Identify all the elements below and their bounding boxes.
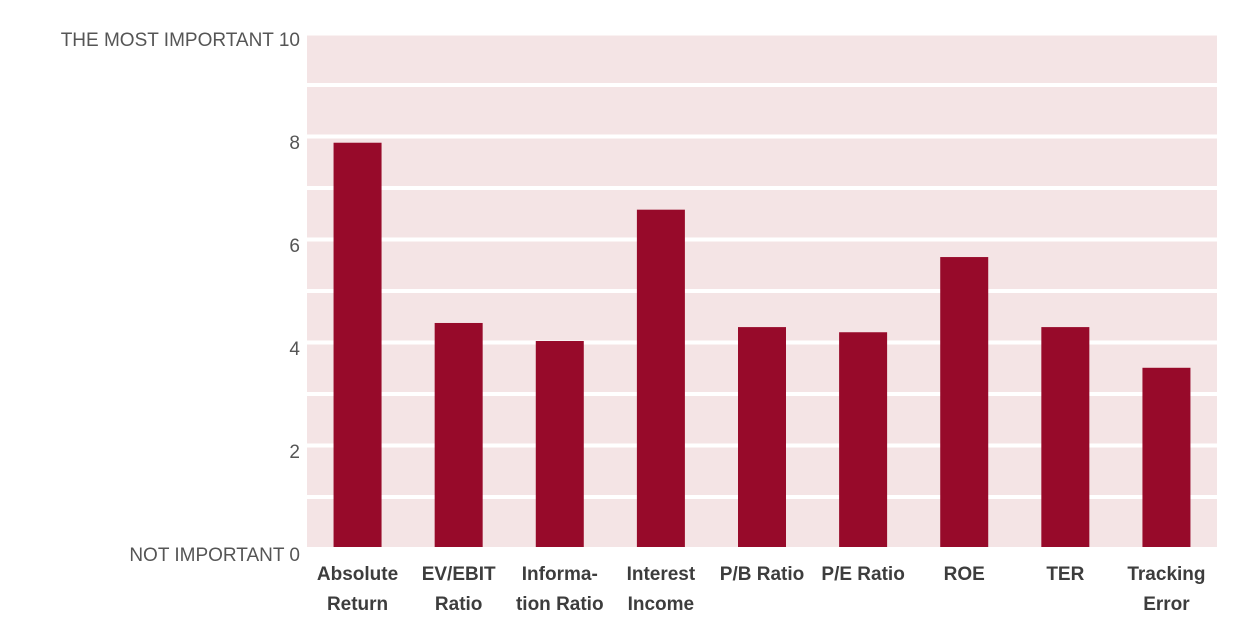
y-tick-label-3: 6 bbox=[289, 236, 300, 257]
y-tick-label-1: 2 bbox=[289, 442, 300, 463]
y-tick-label-0: NOT IMPORTANT 0 bbox=[129, 545, 300, 566]
y-tick-label-5: THE MOST IMPORTANT 10 bbox=[61, 30, 300, 51]
x-tick-label-2: Informa-tion Ratio bbox=[516, 564, 604, 615]
bar-7 bbox=[1041, 327, 1090, 547]
x-tick-label-3: Interest Income bbox=[627, 564, 696, 615]
x-tick-label-6: ROE bbox=[944, 564, 985, 585]
x-tick-label-4: P/B Ratio bbox=[720, 564, 804, 585]
y-tick-label-4: 8 bbox=[289, 133, 300, 154]
x-tick-label-7: TER bbox=[1046, 564, 1084, 585]
x-tick-label-1: EV/EBIT Ratio bbox=[422, 564, 496, 615]
bar-6 bbox=[940, 257, 989, 547]
y-axis: NOT IMPORTANT 0 2 4 6 8 THE MOST IMPORTANT 10 bbox=[61, 30, 301, 566]
bar-4 bbox=[738, 327, 786, 547]
y-tick-label-2: 4 bbox=[289, 339, 300, 360]
x-tick-label-0: Absolute Return bbox=[317, 564, 398, 615]
bar-5 bbox=[839, 332, 888, 547]
x-tick-label-8: Tracking Error bbox=[1127, 564, 1205, 615]
x-tick-label-5: P/E Ratio bbox=[821, 564, 904, 585]
x-axis: Absolute Return EV/EBIT Ratio Informa-tion R… bbox=[317, 564, 1206, 615]
bar-1 bbox=[434, 322, 483, 547]
bar-2 bbox=[535, 341, 584, 547]
bar-3 bbox=[636, 209, 685, 548]
bar-8 bbox=[1142, 367, 1191, 547]
bars bbox=[333, 142, 1191, 548]
bar-0 bbox=[333, 142, 382, 547]
